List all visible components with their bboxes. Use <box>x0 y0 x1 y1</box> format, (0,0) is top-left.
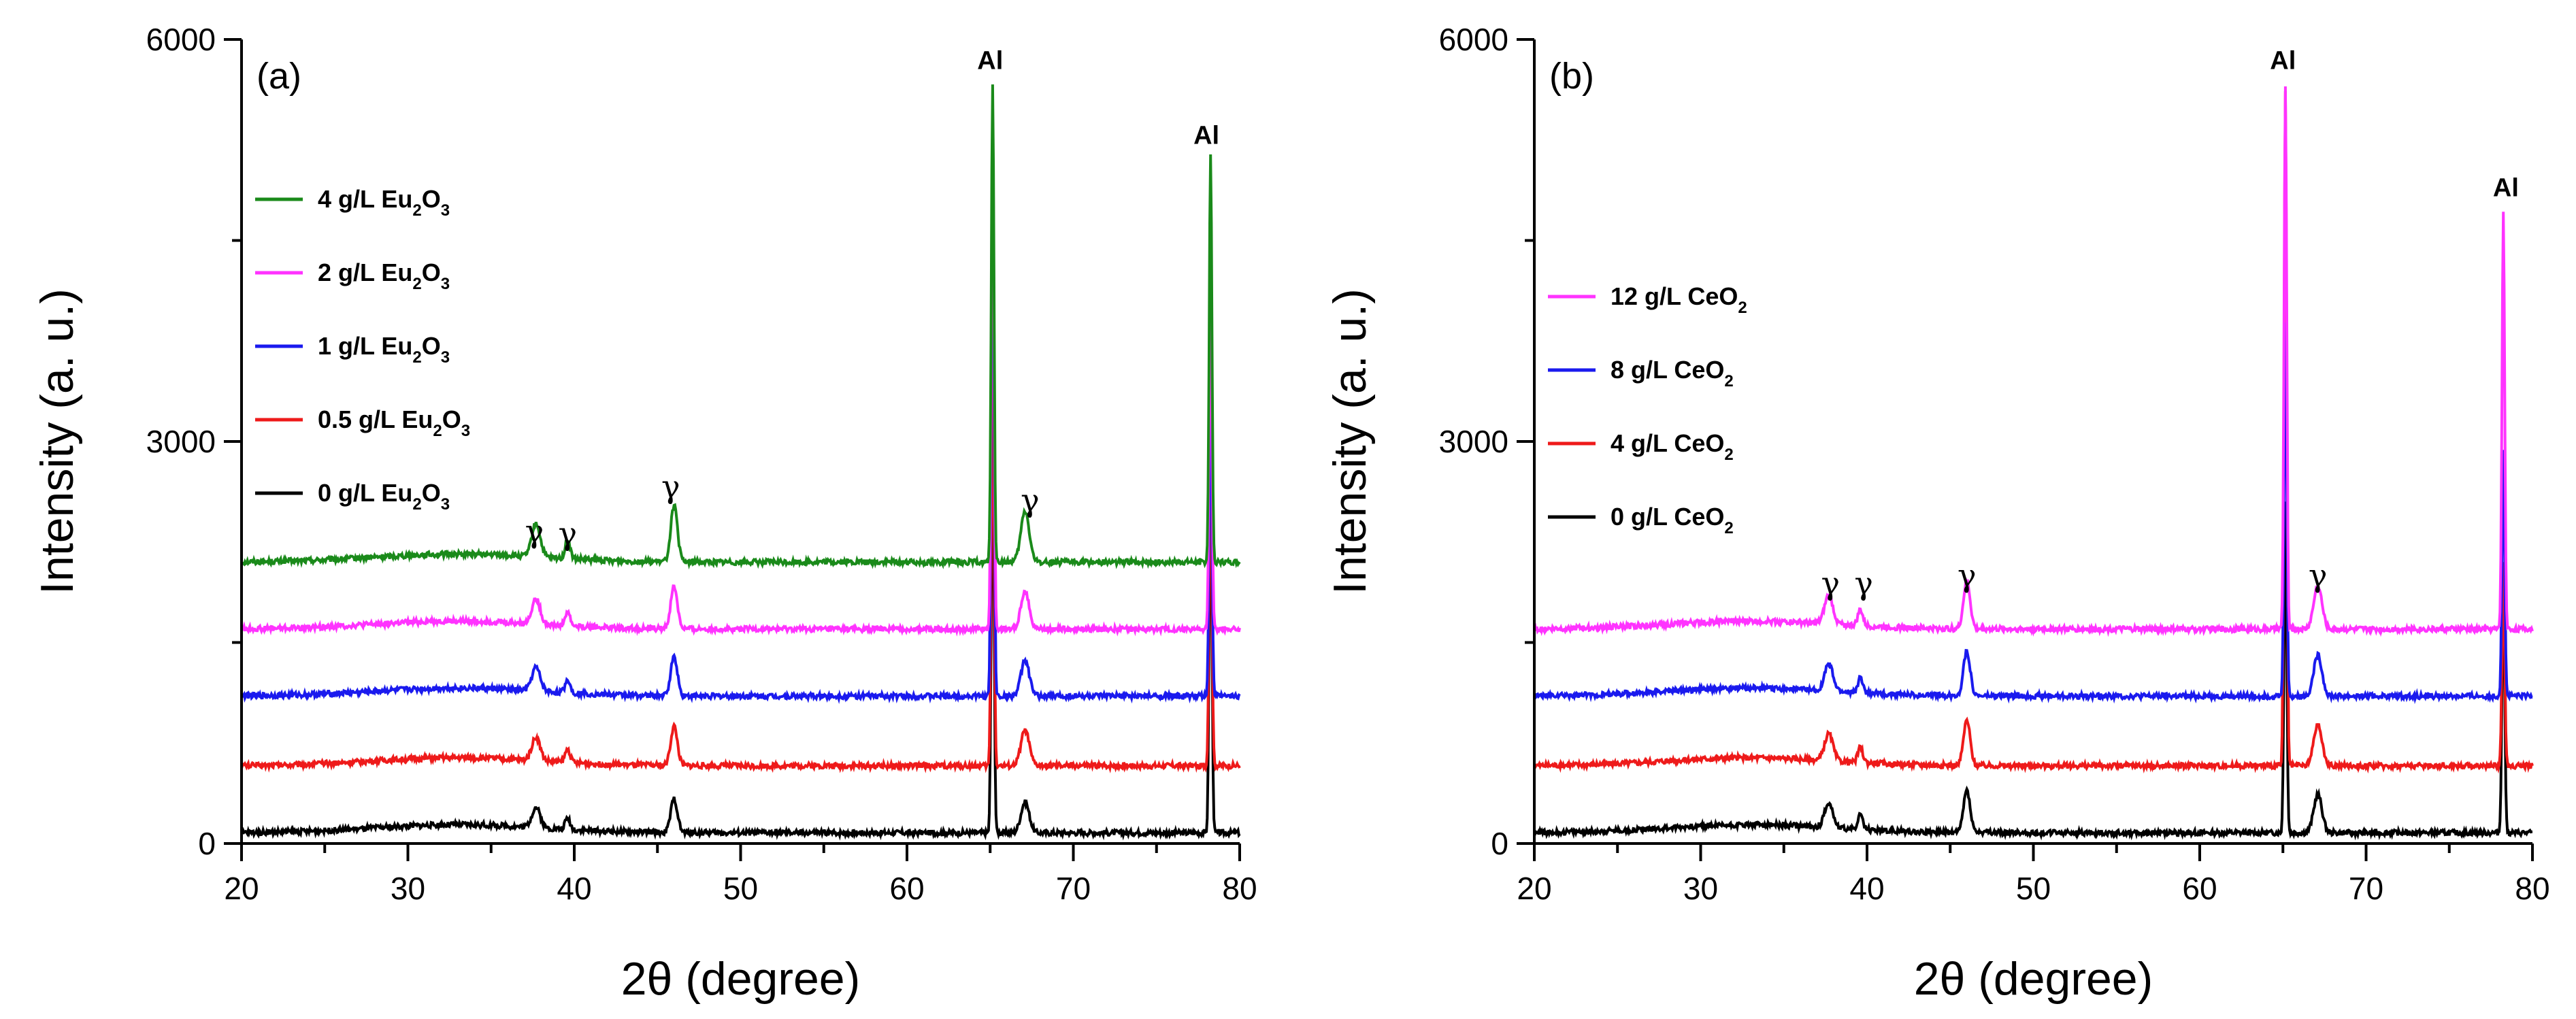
gamma-peak-label: γ <box>1854 565 1873 602</box>
x-axis-title: 2θ (degree) <box>621 953 861 1005</box>
x-tick-label: 20 <box>1517 871 1551 906</box>
gamma-peak-label: γ <box>525 513 544 550</box>
al-peak-label: Al <box>2493 173 2519 202</box>
x-tick-label: 50 <box>723 871 758 906</box>
x-tick-label: 70 <box>1056 871 1091 906</box>
al-peak-label: Al <box>1193 122 1219 150</box>
y-tick-label: 6000 <box>146 22 216 57</box>
x-tick-label: 40 <box>557 871 591 906</box>
x-tick-label: 60 <box>2182 871 2217 906</box>
y-axis-title: Intensity (a. u.) <box>1324 288 1376 595</box>
x-tick-label: 80 <box>2515 871 2549 906</box>
series-line-3 <box>240 342 1241 773</box>
x-axis-title: 2θ (degree) <box>1914 953 2153 1005</box>
gamma-peak-label: γ <box>1021 482 1040 518</box>
panel-a: 20 30 40 50 60 70 80 0 3000 6000 2θ (degree) Intens… <box>31 22 1257 1005</box>
gamma-peak-label: γ <box>661 469 680 505</box>
panel-label: (b) <box>1549 56 1594 97</box>
panel-b: 20 30 40 50 60 70 80 0 3000 6000 2θ (degree) Intens… <box>1324 22 2550 1005</box>
series-line-1 <box>1533 322 2533 705</box>
series-line-3 <box>1533 501 2532 841</box>
series-line-2 <box>240 120 1241 704</box>
y-tick-label: 3000 <box>1439 424 1508 459</box>
panel-label: (a) <box>257 56 301 97</box>
gamma-peak-label: γ <box>558 516 577 552</box>
gamma-peak-label: γ <box>1821 565 1840 602</box>
legend-label: 0 g/L Eu2O3 <box>318 479 450 514</box>
y-tick-label: 0 <box>1491 826 1508 861</box>
x-tick-label: 30 <box>391 871 425 906</box>
legend-label: 4 g/L CeO2 <box>1611 429 1734 464</box>
legend-label: 0 g/L CeO2 <box>1611 503 1734 537</box>
gamma-peak-label: γ <box>1958 557 1977 594</box>
x-tick-label: 50 <box>2016 871 2051 906</box>
x-tick-label: 30 <box>1683 871 1718 906</box>
legend-label: 2 g/L Eu2O3 <box>318 258 450 293</box>
series-line-2 <box>1533 90 2534 774</box>
series-line-0 <box>1533 86 2534 637</box>
x-tick-label: 80 <box>1222 871 1257 906</box>
y-tick-label: 0 <box>198 826 216 861</box>
legend-label: 8 g/L CeO2 <box>1611 356 1734 390</box>
x-tick-label: 40 <box>1849 871 1884 906</box>
gamma-peak-label: γ <box>2309 557 2328 594</box>
y-tick-label: 3000 <box>146 424 216 459</box>
al-peak-label: Al <box>2270 46 2296 75</box>
legend-label: 12 g/L CeO2 <box>1611 282 1747 317</box>
series-line-1 <box>241 105 1241 637</box>
x-tick-label: 60 <box>889 871 924 906</box>
legend-label: 1 g/L Eu2O3 <box>318 332 450 367</box>
y-tick-label: 6000 <box>1439 22 1508 57</box>
legend-label: 0.5 g/L Eu2O3 <box>318 405 470 440</box>
series-line-0 <box>240 84 1241 570</box>
legend-label: 4 g/L Eu2O3 <box>318 185 450 220</box>
series-line-4 <box>240 412 1241 841</box>
x-tick-label: 70 <box>2349 871 2383 906</box>
y-axis-title: Intensity (a. u.) <box>31 288 83 595</box>
al-peak-label: Al <box>977 46 1003 75</box>
x-tick-label: 20 <box>224 871 259 906</box>
